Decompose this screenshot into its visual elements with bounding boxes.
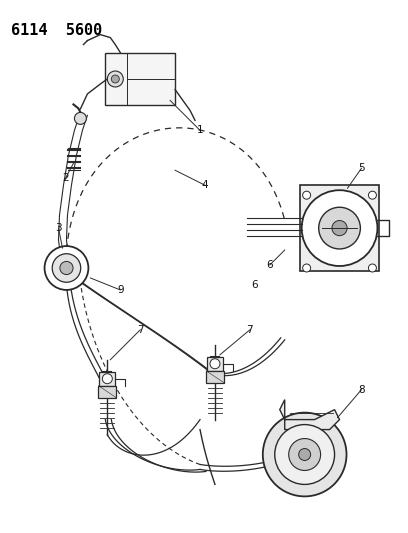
Circle shape: [44, 246, 89, 290]
Text: 2: 2: [62, 173, 69, 183]
FancyBboxPatch shape: [100, 372, 115, 386]
Circle shape: [74, 112, 86, 124]
Text: 7: 7: [246, 325, 253, 335]
Circle shape: [107, 71, 123, 87]
Circle shape: [368, 191, 377, 199]
FancyBboxPatch shape: [207, 357, 223, 371]
Text: 6: 6: [266, 260, 273, 270]
Circle shape: [275, 425, 335, 484]
FancyBboxPatch shape: [206, 371, 224, 383]
Circle shape: [303, 264, 310, 272]
FancyBboxPatch shape: [98, 386, 116, 398]
Text: 8: 8: [358, 385, 365, 394]
Circle shape: [302, 190, 377, 266]
Text: 4: 4: [202, 180, 208, 190]
Circle shape: [210, 359, 220, 369]
Circle shape: [303, 191, 310, 199]
Circle shape: [368, 264, 377, 272]
Circle shape: [52, 254, 81, 282]
Text: 3: 3: [55, 223, 62, 233]
Circle shape: [263, 413, 346, 496]
Text: 6114  5600: 6114 5600: [11, 22, 102, 38]
Text: 6: 6: [251, 280, 258, 290]
Circle shape: [299, 449, 310, 461]
Circle shape: [111, 75, 119, 83]
Polygon shape: [280, 400, 339, 430]
Circle shape: [332, 221, 347, 236]
FancyBboxPatch shape: [105, 53, 175, 106]
Text: 5: 5: [358, 163, 365, 173]
Text: 9: 9: [117, 285, 124, 295]
Text: 7: 7: [137, 325, 144, 335]
Circle shape: [60, 261, 73, 274]
Circle shape: [319, 207, 360, 249]
FancyBboxPatch shape: [299, 185, 379, 271]
Circle shape: [102, 374, 112, 384]
Circle shape: [289, 439, 321, 471]
Text: 1: 1: [197, 125, 203, 135]
